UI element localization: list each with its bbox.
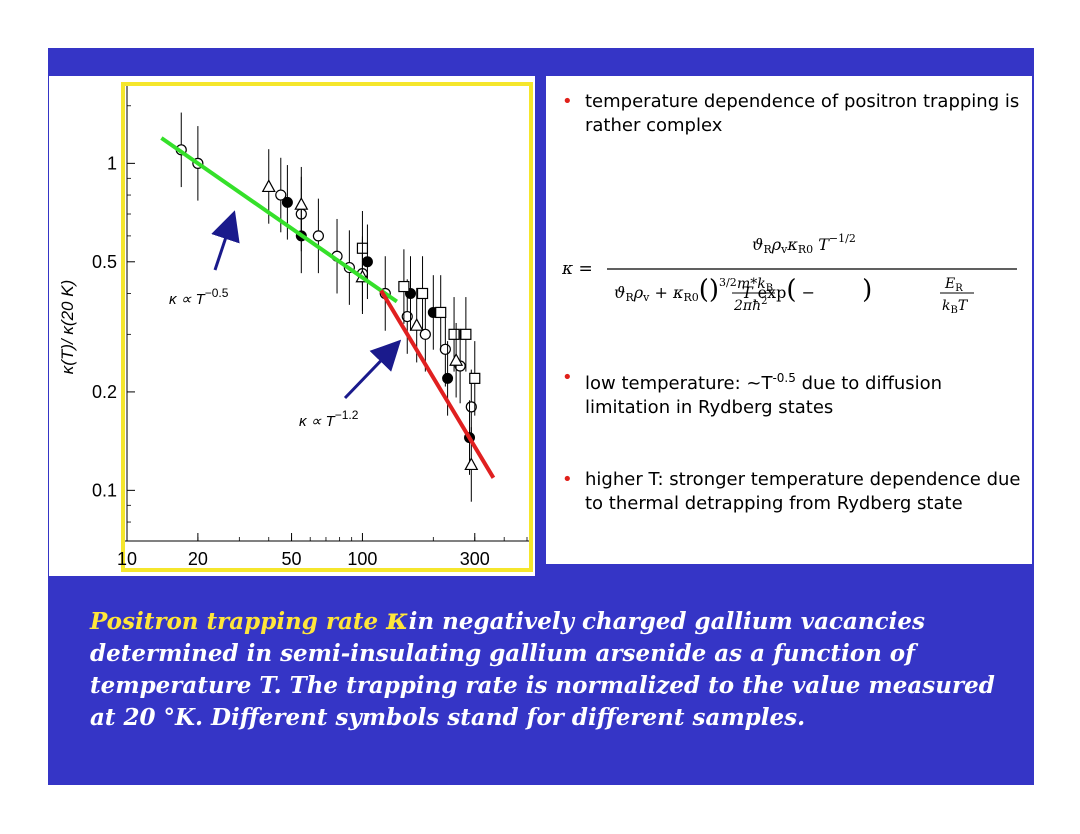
y-tick-label: 0.1 [92, 480, 117, 500]
data-point-open-square [448, 328, 460, 340]
formula-inner-numerator: m*kB [737, 276, 773, 294]
bullet-low-temperature-text: low temperature: ~T-0.5 due to diffusion… [585, 366, 1022, 420]
bullet-high-temperature: • higher T: stronger temperature depende… [562, 468, 1022, 516]
bullet-complexity-text: temperature dependence of positron trapp… [585, 91, 1020, 136]
formula-inner-denominator: 2πħ2 [733, 296, 768, 314]
y-tick-label: 0.2 [92, 382, 117, 402]
low-temperature-rest: due to diffusion limitation in Rydberg s… [585, 373, 943, 418]
data-point-open-square [435, 306, 447, 319]
y-tick-label: 1 [107, 153, 117, 173]
x-tick-label: 100 [347, 549, 377, 569]
y-tick-label: 0.5 [92, 252, 117, 272]
bullet-marker: • [562, 91, 573, 112]
bullet-high-temperature-text: higher T: stronger temperature dependenc… [585, 469, 1021, 514]
bullet-low-temperature: • low temperature: ~T-0.5 due to diffusi… [562, 366, 1022, 420]
fit-line-high-temperature [379, 289, 496, 479]
x-tick-label: 10 [117, 549, 137, 569]
caption-highlight: Positron trapping rate [90, 608, 379, 635]
x-tick-label: 20 [188, 549, 208, 569]
bullet-complexity: • temperature dependence of positron tra… [562, 90, 1022, 138]
formula-energy-numerator: ER [944, 276, 963, 294]
fit-line-low-temperature [160, 136, 398, 304]
trapping-rate-formula: κ = ϑRρvκR0 T−1/2 ϑRρv + κR0()3/2 T exp(… [562, 232, 1017, 316]
caption-text: in negatively charged gallium vacancies … [90, 608, 995, 731]
data-point-open-triangle [409, 317, 424, 331]
data-point-open-circle [401, 310, 413, 323]
data-point-open-triangle [261, 179, 276, 193]
bullet-marker: • [562, 469, 573, 490]
formula-energy-denominator: kBT [942, 298, 969, 316]
plot-frame [121, 82, 533, 572]
bullet-marker: • [562, 367, 573, 388]
data-point-filled-circle [281, 196, 293, 208]
data-point-open-square [416, 287, 429, 300]
description-panel: • temperature dependence of positron tra… [546, 76, 1032, 564]
data-point-open-circle [465, 401, 477, 413]
data-point-open-square [398, 280, 410, 293]
caption-kappa-symbol: κ [386, 602, 409, 637]
data-point-open-circle [312, 230, 324, 242]
formula-lhs: κ = [562, 259, 593, 279]
annotation-arrow-high [343, 339, 402, 400]
low-temperature-exponent: -0.5 [772, 371, 796, 385]
data-point-filled-circle [442, 372, 454, 384]
data-point-open-square [469, 372, 481, 384]
data-point-open-circle [419, 328, 431, 340]
low-temperature-lead: low temperature: ~T [585, 373, 773, 394]
x-tick-label: 300 [460, 549, 490, 569]
data-point-open-circle [275, 189, 287, 201]
data-point-open-triangle [449, 352, 464, 366]
figure-caption: Positron trapping rate κin negatively ch… [90, 604, 1020, 734]
data-point-filled-circle [361, 256, 373, 268]
formula-numerator: ϑRρvκR0 T−1/2 [752, 232, 856, 256]
data-point-open-triangle [464, 457, 479, 471]
data-point-open-triangle [294, 196, 309, 210]
y-axis-label: κ(T)/ κ(20 K) [58, 280, 77, 374]
annotation-arrow-low [211, 210, 240, 271]
data-point-open-circle [439, 343, 451, 355]
data-point-open-square [460, 328, 472, 340]
x-tick-label: 50 [282, 549, 302, 569]
